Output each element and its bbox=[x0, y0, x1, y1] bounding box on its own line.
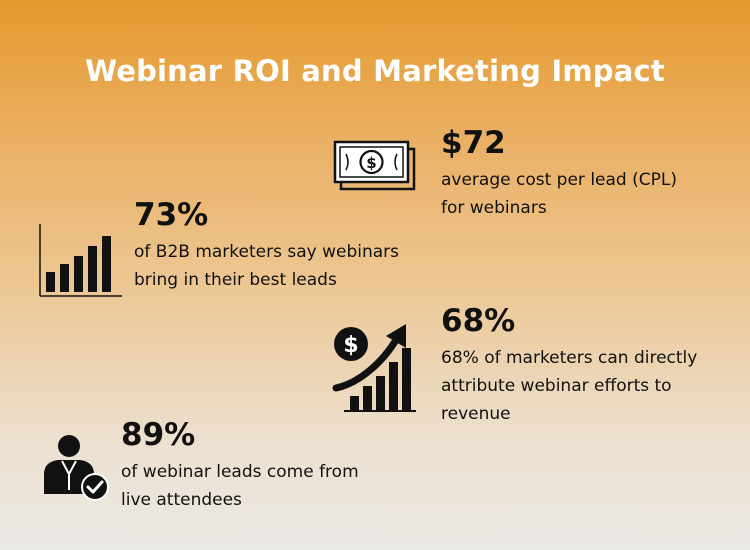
revenue-growth-icon: $ bbox=[330, 322, 422, 414]
stat-value: $72 bbox=[441, 125, 506, 161]
stat-desc-line: average cost per lead (CPL) bbox=[441, 170, 677, 190]
stat-live-attendees: 89% of webinar leads come from live atte… bbox=[121, 416, 359, 514]
stat-cost-per-lead: $72 average cost per lead (CPL) for webi… bbox=[441, 124, 677, 222]
stat-desc-line: 68% of marketers can directly bbox=[441, 348, 698, 368]
stat-best-leads: 73% of B2B marketers say webinars bring … bbox=[134, 196, 399, 294]
svg-text:$: $ bbox=[366, 154, 376, 172]
stat-desc-line: attribute webinar efforts to bbox=[441, 376, 672, 396]
stat-desc-line: of B2B marketers say webinars bbox=[134, 242, 400, 262]
stat-value: 73% bbox=[134, 197, 209, 233]
svg-text:$: $ bbox=[343, 333, 358, 358]
stat-value: 89% bbox=[121, 417, 196, 453]
stat-desc-line: for webinars bbox=[441, 198, 547, 218]
stat-revenue-attribution: 68% 68% of marketers can directly attrib… bbox=[441, 302, 697, 428]
stat-desc-line: bring in their best leads bbox=[134, 270, 337, 290]
stat-desc-line: revenue bbox=[441, 404, 511, 424]
bar-chart-icon bbox=[38, 222, 124, 298]
stat-value: 68% bbox=[441, 303, 516, 339]
page-title: Webinar ROI and Marketing Impact bbox=[85, 54, 665, 88]
money-bill-icon: $ bbox=[332, 138, 418, 194]
person-check-icon bbox=[40, 432, 112, 502]
stat-desc-line: of webinar leads come from bbox=[121, 462, 359, 482]
stat-desc-line: live attendees bbox=[121, 490, 242, 510]
